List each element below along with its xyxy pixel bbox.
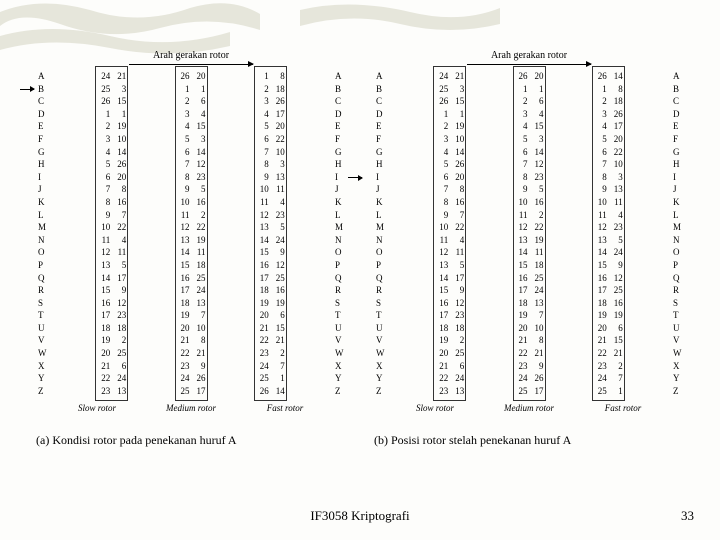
page-number: 33 <box>681 508 694 524</box>
rotor-label: Slow rotor <box>388 403 482 413</box>
rotor-label: Medium rotor <box>482 403 576 413</box>
rotor-label: Medium rotor <box>144 403 238 413</box>
caption-b: (b) Posisi rotor stelah penekanan huruf … <box>374 433 684 448</box>
rotor-label: Slow rotor <box>50 403 144 413</box>
caption-a: (a) Kondisi rotor pada penekanan huruf A <box>36 433 346 448</box>
input-arrow <box>20 89 34 90</box>
slide-decor <box>300 0 500 48</box>
direction-arrow <box>467 64 591 65</box>
rotors-row: ABCDEFGHIJKLMNOPQRSTUVWXYZ24252612345678… <box>36 70 346 397</box>
rotor: 2612345678910111213141516171819202122232… <box>177 70 206 397</box>
rotor: 2612345678910111213141516171819202122232… <box>594 70 623 397</box>
rotor: 1234567891011121314151617181920212223242… <box>256 70 285 397</box>
output-arrow <box>348 177 362 178</box>
rotor: 2425261234567891011121314151617181920212… <box>97 70 126 397</box>
direction-label: Arah gerakan rotor <box>36 50 346 61</box>
direction-label: Arah gerakan rotor <box>374 50 684 61</box>
footer-text: IF3058 Kriptografi <box>0 508 720 524</box>
rotor: 2425261234567891011121314151617181920212… <box>435 70 464 397</box>
direction-arrow <box>129 64 253 65</box>
rotor-diagram: Arah gerakan rotorABCDEFGHIJKLMNOPQRSTUV… <box>36 70 346 413</box>
rotor-label: Fast rotor <box>576 403 670 413</box>
rotor-diagram: Arah gerakan rotorABCDEFGHIJKLMNOPQRSTUV… <box>374 70 684 413</box>
rotor: 2612345678910111213141516171819202122232… <box>515 70 544 397</box>
rotors-row: ABCDEFGHIJKLMNOPQRSTUVWXYZ24252612345678… <box>374 70 684 397</box>
rotor-label: Fast rotor <box>238 403 332 413</box>
